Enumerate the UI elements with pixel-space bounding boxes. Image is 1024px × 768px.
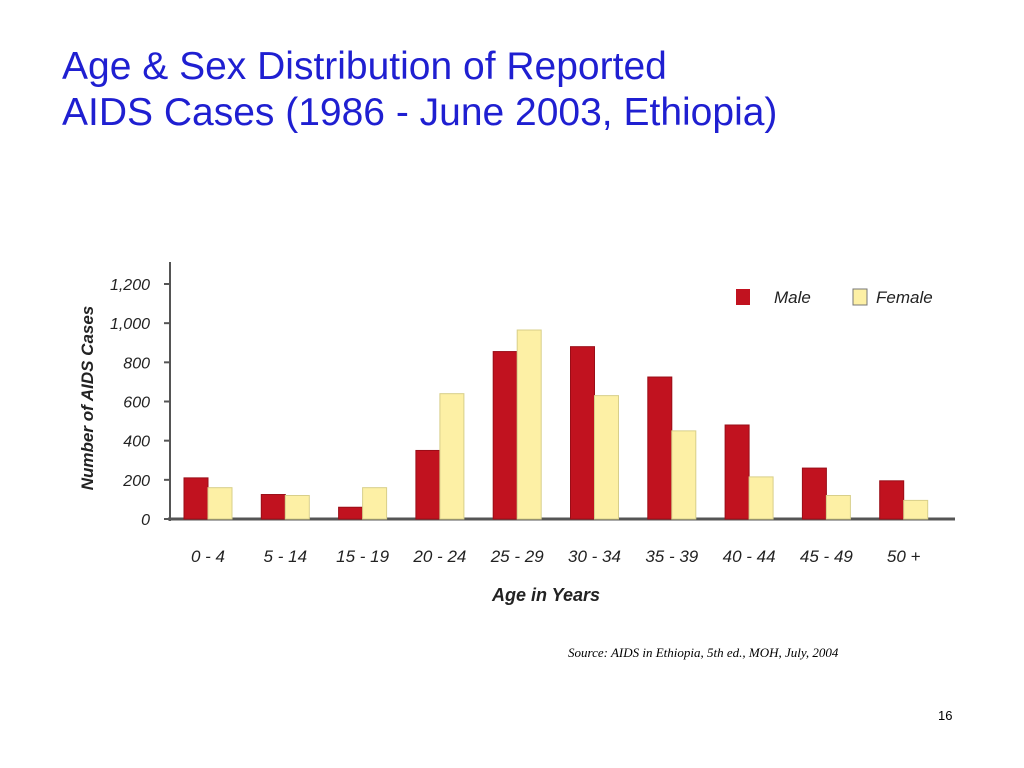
- page-number: 16: [938, 708, 953, 723]
- x-tick-label: 20 - 24: [412, 547, 466, 566]
- bar-female: [825, 495, 851, 520]
- x-tick-label: 35 - 39: [645, 547, 698, 566]
- bar-male: [647, 376, 673, 520]
- bar-male: [801, 467, 827, 520]
- y-tick-label: 1,200: [110, 277, 150, 294]
- x-tick-label: 45 - 49: [800, 547, 853, 566]
- legend-female-swatch: [852, 288, 868, 306]
- bar-female: [284, 495, 310, 520]
- bar-female: [207, 487, 233, 520]
- source-note: Source: AIDS in Ethiopia, 5th ed., MOH, …: [568, 645, 839, 660]
- x-tick-label: 50 +: [887, 547, 921, 566]
- bar-female: [671, 430, 697, 520]
- legend-female-label: Female: [876, 288, 933, 307]
- bar-female: [516, 329, 542, 520]
- slide-title-line-2: AIDS Cases (1986 - June 2003, Ethiopia): [62, 91, 778, 134]
- y-tick-label: 400: [123, 434, 150, 451]
- bar-male: [879, 480, 905, 520]
- bar-male: [415, 449, 441, 520]
- bar-female: [362, 487, 388, 520]
- y-ticks: 0 200 400 600 800 1,000 1,200: [110, 277, 170, 529]
- x-ticks: 0 - 4 5 - 14 15 - 19 20 - 24 25 - 29 30 - 34 3…: [191, 547, 921, 566]
- bar-male: [724, 424, 750, 520]
- x-tick-label: 15 - 19: [336, 547, 389, 566]
- y-tick-label: 600: [123, 395, 150, 412]
- legend-male-swatch: [736, 289, 750, 305]
- bar-female: [439, 393, 465, 520]
- slide-title-line-1: Age & Sex Distribution of Reported: [62, 45, 667, 88]
- bar-male: [260, 494, 286, 520]
- slide-title: Age & Sex Distribution of Reported AIDS …: [62, 44, 962, 136]
- x-tick-label: 5 - 14: [264, 547, 307, 566]
- legend: Male Female: [736, 288, 933, 307]
- x-axis-label: Age in Years: [491, 585, 600, 605]
- legend-male-label: Male: [774, 288, 811, 307]
- y-tick-label: 800: [123, 355, 150, 372]
- x-tick-label: 0 - 4: [191, 547, 225, 566]
- bar-female: [594, 395, 619, 520]
- bar-female: [748, 476, 774, 520]
- bar-male: [492, 351, 518, 520]
- y-tick-label: 1,000: [110, 316, 150, 333]
- x-tick-label: 25 - 29: [490, 547, 544, 566]
- bar-male: [338, 506, 364, 520]
- x-tick-label: 40 - 44: [723, 547, 776, 566]
- bar-female: [903, 499, 929, 520]
- y-axis-label: Number of AIDS Cases: [78, 306, 97, 491]
- y-tick-label: 0: [141, 512, 150, 529]
- y-tick-label: 200: [122, 473, 150, 490]
- bars: [183, 329, 929, 520]
- bar-male: [570, 346, 595, 520]
- x-tick-label: 30 - 34: [568, 547, 621, 566]
- bar-male: [183, 477, 209, 520]
